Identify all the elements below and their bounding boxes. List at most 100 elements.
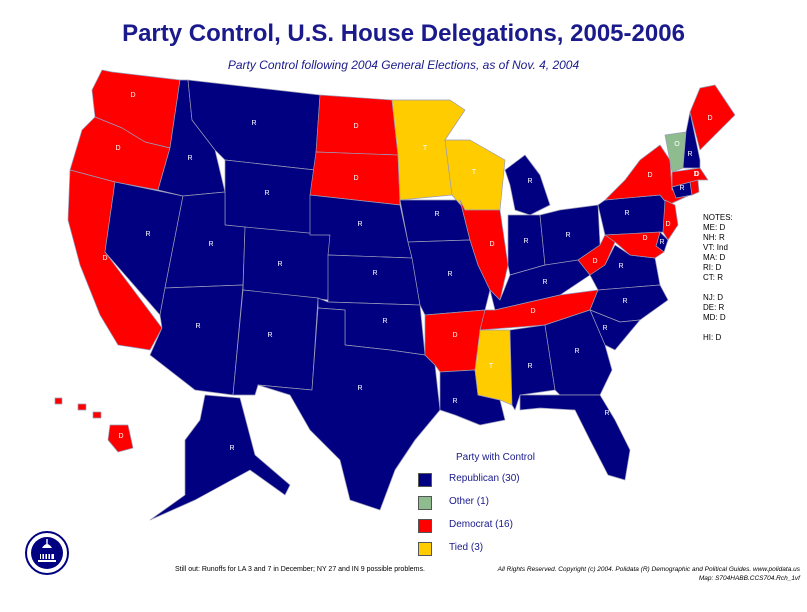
state-label-hi: D: [118, 433, 123, 440]
copyright: All Rights Reserved. Copyright (c) 2004.…: [470, 565, 800, 583]
state-ga: [544, 309, 613, 396]
legend-label: Tied (3): [449, 542, 484, 553]
state-label-al: R: [527, 363, 532, 370]
state-label-in: R: [523, 238, 528, 245]
state-label-ar: D: [452, 332, 457, 339]
note-line: VT: Ind: [703, 243, 728, 252]
state-label-ma: D: [693, 171, 698, 178]
map-id-line: Map: S704HABB.CCS704.Rch_1vf: [698, 575, 800, 582]
state-ms: [474, 329, 513, 406]
state-label-az: R: [195, 323, 200, 330]
state-nm: [232, 289, 319, 396]
footnote: Still out: Runoffs for LA 3 and 7 in Dec…: [175, 566, 425, 573]
state-ak: [149, 394, 291, 521]
state-label-va: R: [618, 263, 623, 270]
note-line: RI: D: [703, 263, 722, 272]
state-label-nc: R: [622, 298, 627, 305]
state-label-nj: D: [665, 221, 670, 228]
state-ri: [689, 179, 700, 196]
state-label-sd: D: [353, 175, 358, 182]
state-label-wi: T: [472, 169, 477, 176]
state-ia: [399, 199, 471, 243]
state-label-nh: R: [687, 151, 692, 158]
state-label-nv: R: [145, 231, 150, 238]
notes-gap: [703, 323, 733, 333]
state-hi-islet: [54, 397, 63, 405]
state-label-wv: D: [592, 258, 597, 265]
state-label-ks: R: [372, 270, 377, 277]
note-line: MA: D: [703, 253, 726, 262]
note-line: NH: R: [703, 233, 725, 242]
note-line: CT: R: [703, 273, 723, 282]
state-ny: [604, 144, 691, 206]
state-nh: [682, 111, 701, 169]
state-label-vt: O: [674, 141, 680, 148]
state-hi: [107, 424, 134, 453]
state-me: [689, 84, 736, 151]
state-label-ut: R: [208, 241, 213, 248]
notes-gap: [703, 283, 733, 293]
state-wy: [224, 159, 316, 236]
state-pa: [597, 194, 669, 236]
state-label-pa: R: [624, 210, 629, 217]
state-mi: [504, 154, 551, 216]
legend-label: Republican (30): [449, 473, 520, 484]
note-line: NJ: D: [703, 293, 723, 302]
state-label-de: R: [659, 239, 664, 246]
notes-panel: NOTES: ME: D NH: R VT: Ind MA: D RI: D CT: R NJ…: [703, 213, 733, 343]
state-label-nd: D: [353, 123, 358, 130]
state-label-ky: R: [542, 279, 547, 286]
state-label-sc: R: [602, 325, 607, 332]
state-label-ga: R: [574, 348, 579, 355]
state-label-me: D: [707, 115, 712, 122]
state-label-ri: D: [694, 171, 699, 178]
state-label-tn: D: [530, 308, 535, 315]
state-label-oh: R: [565, 232, 570, 239]
state-label-ms: T: [489, 363, 494, 370]
state-label-ct: R: [679, 185, 684, 192]
state-label-ca: D: [102, 255, 107, 262]
state-label-ne: R: [357, 221, 362, 228]
state-label-fl: R: [604, 410, 609, 417]
state-md: [604, 231, 665, 259]
note-line: ME: D: [703, 223, 726, 232]
copyright-line: All Rights Reserved. Copyright (c) 2004.…: [497, 566, 800, 573]
state-label-mt: R: [251, 120, 256, 127]
legend-title: Party with Control: [456, 452, 535, 463]
state-label-la: R: [452, 398, 457, 405]
state-ks: [327, 254, 421, 306]
map-title: Party Control, U.S. House Delegations, 2…: [122, 20, 685, 47]
state-nj: [662, 199, 679, 241]
note-line: HI: D: [703, 333, 722, 342]
state-co: [242, 226, 331, 301]
state-label-co: R: [277, 261, 282, 268]
state-fl: [519, 394, 631, 481]
legend-label: Other (1): [449, 496, 490, 507]
state-label-nm: R: [267, 332, 272, 339]
state-label-mi: R: [527, 178, 532, 185]
state-hi-islet: [92, 411, 102, 419]
polidata-seal-icon: [25, 531, 69, 575]
legend-swatch: [418, 519, 432, 533]
map-subtitle: Party Control following 2004 General Ele…: [227, 58, 580, 72]
state-label-tx: R: [357, 385, 362, 392]
legend-swatch: [418, 496, 432, 510]
legend-label: Democrat (16): [449, 519, 513, 530]
state-label-md: D: [642, 235, 647, 242]
state-label-ny: D: [647, 172, 652, 179]
state-az: [149, 284, 244, 396]
state-label-mn: T: [423, 145, 428, 152]
state-label-ok: R: [382, 318, 387, 325]
note-line: NOTES:: [703, 213, 733, 222]
state-label-il: D: [489, 241, 494, 248]
state-label-wa: D: [130, 92, 135, 99]
state-label-ak: R: [229, 445, 234, 452]
legend-swatch: [418, 473, 432, 487]
note-line: MD: D: [703, 313, 726, 322]
state-tx: [257, 307, 441, 511]
state-label-wy: R: [264, 190, 269, 197]
legend-swatch: [418, 542, 432, 556]
state-in: [507, 214, 546, 276]
note-line: DE: R: [703, 303, 725, 312]
